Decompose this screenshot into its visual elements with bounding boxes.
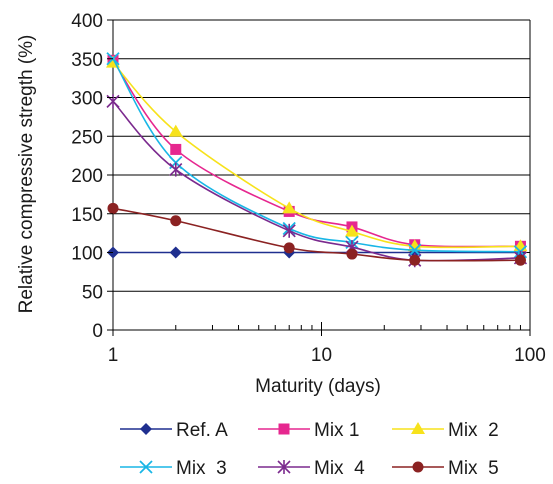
- legend: Ref. A Mix 1 Mix 2 Mix 3 Mix 4 Mix 5: [120, 420, 499, 479]
- data-point: [169, 162, 183, 177]
- legend-label: Mix 4: [314, 458, 365, 479]
- data-point: [168, 124, 183, 137]
- data-point: [408, 243, 422, 257]
- y-tick-label: 300: [71, 89, 103, 110]
- data-point: [346, 248, 358, 260]
- legend-label: Ref. A: [176, 420, 228, 441]
- legend-label: Mix 2: [448, 420, 499, 441]
- data-point: [344, 224, 359, 237]
- ticks-layer: 0 50 100 150 200 250 300 350 400 1 10 100: [71, 11, 546, 366]
- legend-item: Mix 5: [392, 458, 499, 479]
- legend-item: Mix 2: [392, 420, 499, 441]
- legend-label: Mix 1: [314, 420, 359, 441]
- series-layer: [106, 52, 528, 268]
- x-axis-label: Maturity (days): [255, 376, 381, 397]
- legend-marker: [278, 423, 290, 435]
- legend-marker: [277, 460, 291, 474]
- x-tick-label: 100: [514, 345, 546, 366]
- legend-label: Mix 3: [176, 458, 227, 479]
- legend-item: Mix 3: [120, 458, 227, 479]
- legend-item: Mix 1: [258, 420, 359, 441]
- y-tick-label: 350: [71, 50, 103, 71]
- y-tick-label: 250: [71, 127, 103, 148]
- data-point: [170, 215, 182, 227]
- y-tick-label: 200: [71, 166, 103, 187]
- data-point: [169, 246, 182, 259]
- series-mix-3: [106, 52, 528, 259]
- data-point: [107, 202, 119, 214]
- legend-marker: [411, 422, 425, 434]
- y-tick-label: 0: [92, 321, 103, 342]
- series-line: [112, 58, 521, 253]
- data-point: [282, 223, 296, 238]
- series-ref-a: [107, 246, 527, 259]
- legend-marker: [140, 423, 152, 435]
- series-mix-2: [106, 55, 528, 252]
- legend-label: Mix 5: [448, 458, 499, 479]
- series-mix-4: [106, 94, 528, 268]
- data-point: [514, 254, 526, 266]
- y-tick-label: 50: [82, 282, 103, 303]
- y-tick-label: 400: [71, 11, 103, 32]
- data-point: [283, 242, 295, 254]
- data-point: [282, 201, 297, 214]
- legend-item: Mix 4: [258, 458, 365, 479]
- x-tick-label: 1: [108, 345, 119, 366]
- data-point: [106, 94, 120, 109]
- y-axis-label: Relative compressive stregth (%): [16, 35, 37, 314]
- x-tick-label: 10: [311, 345, 332, 366]
- data-point: [409, 254, 421, 266]
- y-tick-label: 150: [71, 205, 103, 226]
- data-point: [407, 239, 422, 252]
- legend-marker: [139, 460, 153, 474]
- legend-item: Ref. A: [120, 420, 228, 441]
- y-tick-label: 100: [71, 244, 103, 265]
- series-line: [112, 100, 521, 262]
- series-mix-5: [107, 202, 526, 266]
- data-point: [170, 143, 182, 155]
- series-line: [112, 62, 521, 249]
- legend-marker: [412, 461, 424, 473]
